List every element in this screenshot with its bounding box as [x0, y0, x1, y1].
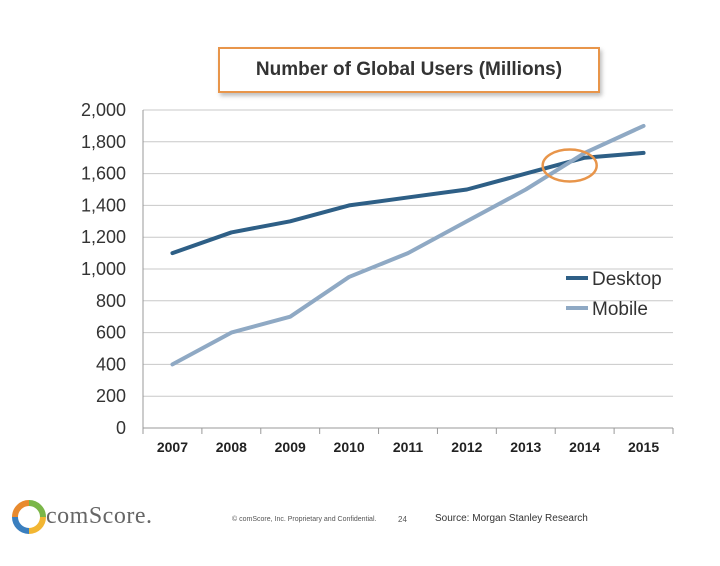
y-tick-label: 1,000 — [81, 259, 126, 279]
footer-copyright: © comScore, Inc. Proprietary and Confide… — [232, 516, 377, 523]
x-tick-label: 2012 — [451, 439, 482, 455]
y-tick-label: 1,400 — [81, 195, 126, 215]
y-tick-label: 0 — [116, 418, 126, 438]
y-tick-label: 1,800 — [81, 132, 126, 152]
x-tick-label: 2009 — [275, 439, 306, 455]
x-tick-label: 2010 — [334, 439, 365, 455]
comscore-logo-icon — [12, 500, 182, 534]
y-tick-label: 2,000 — [81, 100, 126, 120]
x-tick-label: 2015 — [628, 439, 659, 455]
chart-title: Number of Global Users (Millions) — [218, 47, 600, 93]
footer-source: Source: Morgan Stanley Research — [435, 513, 588, 524]
x-tick-label: 2013 — [510, 439, 541, 455]
legend-label: Desktop — [592, 269, 662, 290]
legend-label: Mobile — [592, 299, 648, 320]
footer-page-number: 24 — [398, 515, 407, 524]
y-tick-label: 800 — [96, 291, 126, 311]
y-tick-label: 1,200 — [81, 227, 126, 247]
annotation-ellipse — [541, 148, 598, 183]
logo-text: comScore. — [46, 503, 153, 529]
x-tick-label: 2011 — [393, 439, 424, 455]
x-tick-label: 2014 — [569, 439, 600, 455]
y-tick-label: 200 — [96, 386, 126, 406]
series-line-mobile — [170, 123, 646, 367]
y-tick-label: 600 — [96, 323, 126, 343]
series-line-desktop — [170, 150, 646, 256]
x-tick-label: 2008 — [216, 439, 247, 455]
y-tick-label: 400 — [96, 354, 126, 374]
x-tick-label: 2007 — [157, 439, 188, 455]
y-tick-label: 1,600 — [81, 164, 126, 184]
